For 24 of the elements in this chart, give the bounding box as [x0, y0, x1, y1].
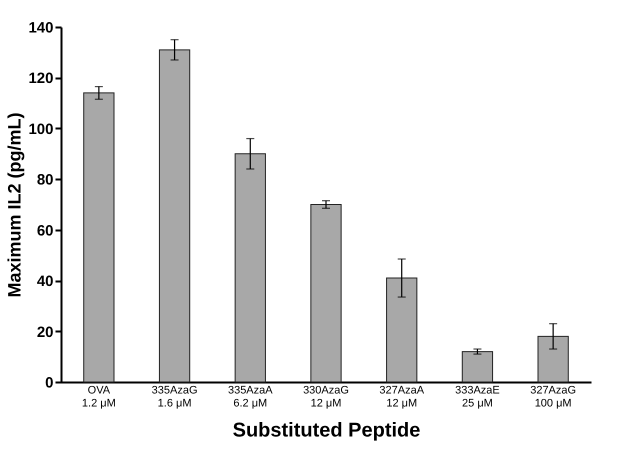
bar [310, 204, 342, 382]
y-axis-title: Maximum IL2 (pg/mL) [4, 112, 24, 298]
bar [234, 153, 266, 382]
y-tick-label: 0 [45, 374, 54, 392]
x-axis-title: Substituted Peptide [232, 420, 420, 442]
x-tick-label: 335AzaA 6.2 μM [228, 384, 274, 410]
x-tick-label: 335AzaG 1.6 μM [152, 384, 198, 410]
bar [386, 278, 418, 382]
x-tick-label: 330AzaG 12 μM [303, 384, 349, 410]
y-tick-label: 140 [28, 20, 54, 36]
bar [538, 336, 569, 382]
bar [462, 351, 494, 382]
bar [83, 92, 114, 382]
x-tick-label: 333AzaE 25 μM [455, 384, 500, 410]
y-tick-label: 120 [28, 70, 54, 88]
y-tick-label: 80 [36, 172, 54, 189]
x-tick-label: 327AzaA 12 μM [379, 384, 425, 410]
x-tick-label: OVA 1.2 μM [82, 384, 116, 410]
y-tick-label: 40 [36, 273, 54, 290]
y-tick-label: 20 [36, 324, 54, 341]
bar [158, 49, 190, 382]
y-tick-label: 100 [28, 120, 54, 138]
x-tick-label: 327AzaG 100 μM [530, 384, 576, 410]
y-tick-label: 60 [36, 222, 54, 240]
